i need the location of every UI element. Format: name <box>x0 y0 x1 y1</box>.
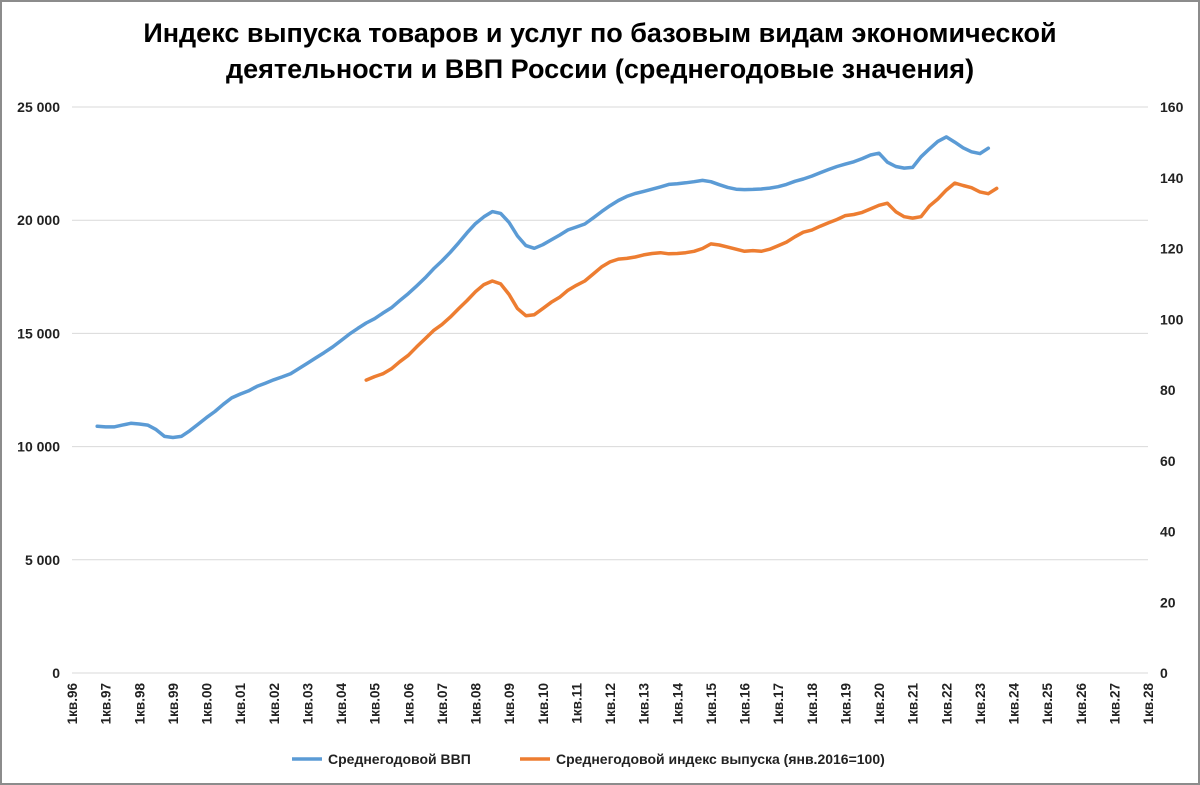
x-axis: 1кв.96 1кв.97 1кв.98 1кв.99 1кв.00 1кв.01 1кв.… <box>65 683 1156 725</box>
y-right-tick-label: 160 <box>1160 99 1184 115</box>
x-tick-label: 1кв.26 <box>1074 683 1089 725</box>
x-tick-label: 1кв.21 <box>906 683 921 725</box>
y-left-tick-label: 10 000 <box>17 439 60 455</box>
y-left-tick-label: 25 000 <box>17 99 60 115</box>
x-tick-label: 1кв.06 <box>401 683 416 725</box>
x-tick-label: 1кв.23 <box>973 683 988 725</box>
y-right-tick-label: 60 <box>1160 453 1176 469</box>
chart-title-line-1: Индекс выпуска товаров и услуг по базовы… <box>143 18 1056 48</box>
x-tick-label: 1кв.09 <box>502 683 517 724</box>
y-right-tick-label: 100 <box>1160 311 1184 327</box>
x-tick-label: 1кв.11 <box>569 683 584 724</box>
x-tick-label: 1кв.27 <box>1107 683 1122 724</box>
x-tick-label: 1кв.18 <box>805 683 820 725</box>
y-right-tick-label: 80 <box>1160 382 1176 398</box>
legend-label-2: Среднегодовой индекс выпуска (янв.2016=1… <box>556 751 885 767</box>
legend-label-1: Среднегодовой ВВП <box>328 751 471 767</box>
x-tick-label: 1кв.02 <box>267 683 282 724</box>
x-tick-label: 1кв.98 <box>132 683 147 725</box>
series-line-2 <box>364 181 999 382</box>
y-right-tick-label: 20 <box>1160 594 1176 610</box>
x-tick-label: 1кв.24 <box>1007 683 1022 725</box>
x-tick-label: 1кв.19 <box>838 683 853 724</box>
y-left-tick-label: 5 000 <box>25 552 60 568</box>
x-tick-label: 1кв.08 <box>469 683 484 725</box>
y-right-tick-label: 0 <box>1160 665 1168 681</box>
y-left-tick-label: 0 <box>52 665 60 681</box>
gridlines <box>72 106 1148 674</box>
x-tick-label: 1кв.12 <box>603 683 618 724</box>
x-tick-label: 1кв.05 <box>368 683 383 725</box>
y-right-tick-label: 40 <box>1160 524 1176 540</box>
x-tick-label: 1кв.25 <box>1040 683 1055 725</box>
x-tick-label: 1кв.99 <box>166 683 181 724</box>
x-tick-label: 1кв.22 <box>939 683 954 724</box>
y-right-tick-label: 140 <box>1160 170 1184 186</box>
legend: Среднегодовой ВВП Среднегодовой индекс вы… <box>292 751 885 767</box>
y-left-tick-label: 20 000 <box>17 212 60 228</box>
x-tick-label: 1кв.13 <box>637 683 652 725</box>
x-tick-label: 1кв.03 <box>300 683 315 725</box>
y-right-tick-label: 120 <box>1160 241 1184 257</box>
chart-title-line-2: деятельности и ВВП России (среднегодовые… <box>226 54 974 84</box>
x-tick-label: 1кв.28 <box>1141 683 1156 725</box>
x-tick-label: 1кв.07 <box>435 683 450 724</box>
x-tick-label: 1кв.04 <box>334 683 349 725</box>
y-axis-left: 0 5 000 10 000 15 000 20 000 25 000 <box>17 99 60 681</box>
x-tick-label: 1кв.96 <box>65 683 80 725</box>
x-tick-label: 1кв.16 <box>738 683 753 725</box>
x-tick-label: 1кв.97 <box>99 683 114 724</box>
x-tick-label: 1кв.20 <box>872 683 887 724</box>
y-axis-right: 0 20 40 60 80 100 120 140 160 <box>1160 99 1184 681</box>
chart-title: Индекс выпуска товаров и услуг по базовы… <box>143 18 1056 84</box>
x-tick-label: 1кв.00 <box>200 683 215 724</box>
series-line-1 <box>95 135 991 440</box>
x-tick-label: 1кв.01 <box>233 683 248 725</box>
x-tick-label: 1кв.17 <box>771 683 786 724</box>
x-tick-label: 1кв.15 <box>704 683 719 725</box>
series-lines <box>95 135 999 440</box>
x-tick-label: 1кв.14 <box>670 683 685 725</box>
x-tick-label: 1кв.10 <box>536 683 551 724</box>
y-left-tick-label: 15 000 <box>17 325 60 341</box>
